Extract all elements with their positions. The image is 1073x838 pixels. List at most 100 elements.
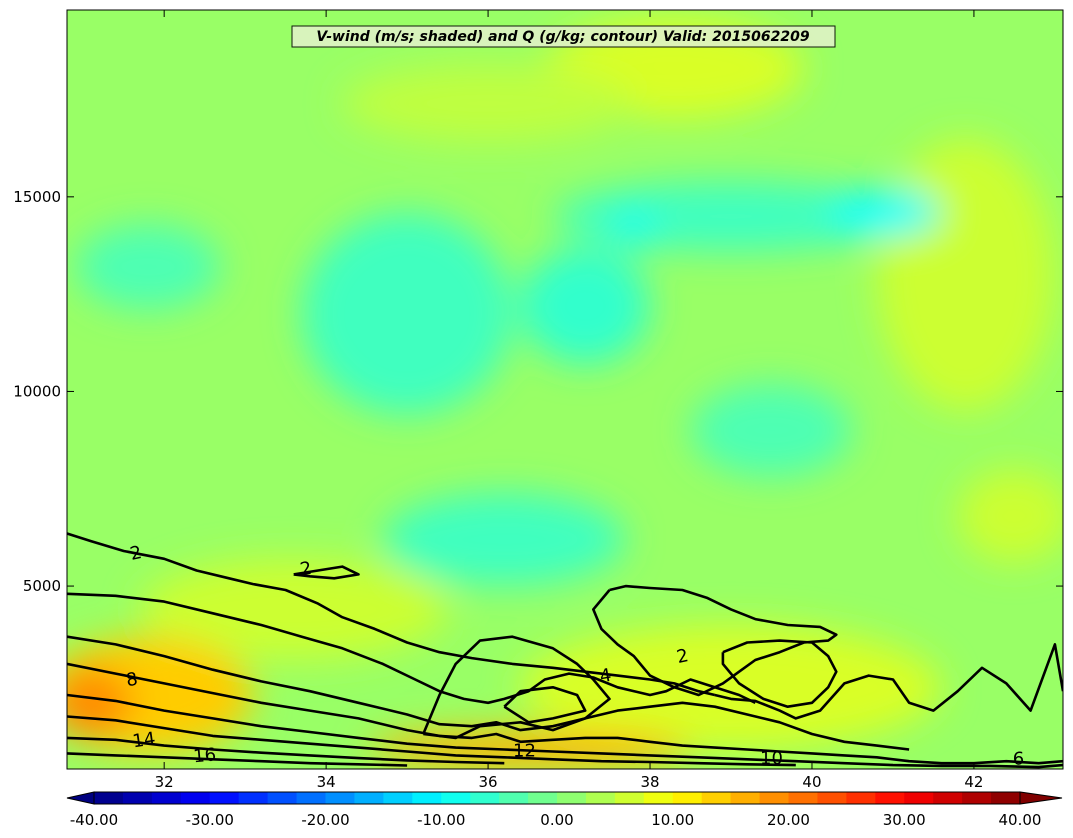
contour-label-6: 10 xyxy=(760,748,783,769)
contour-label-text: 6 xyxy=(1013,748,1024,769)
contour-label-8: 4 xyxy=(598,665,613,688)
shaded-region-13 xyxy=(520,624,942,750)
contour-q-2-13 xyxy=(721,639,838,709)
contour-label-4: 16 xyxy=(192,744,217,767)
contour-q-2-2 xyxy=(293,565,360,580)
plot-area: 2 2 8 14 16 12 10 2 4 6 xyxy=(66,9,1064,770)
colorbar-segment xyxy=(701,792,732,804)
contour-label-text: 10 xyxy=(760,748,783,769)
x-axis: 32 34 36 38 40 42 xyxy=(155,10,983,791)
colorbar-segment xyxy=(296,792,326,804)
colorbar-segment xyxy=(528,792,558,804)
shaded-region-11 xyxy=(957,469,1063,563)
chart-title: V-wind (m/s; shaded) and Q (g/kg; contou… xyxy=(291,25,836,48)
colorbar-segment xyxy=(730,792,761,804)
colorbar: -40.00 -30.00 -20.00 -10.00 0.00 10.00 20.00 30… xyxy=(66,791,1063,829)
shaded-region-10 xyxy=(342,64,634,143)
shaded-region-2 xyxy=(828,189,942,236)
colorbar-segment xyxy=(585,792,616,804)
colorbar-tick-label: -40.00 xyxy=(70,811,118,829)
colorbar-segment xyxy=(94,792,124,804)
x-tick-label: 38 xyxy=(640,773,659,791)
colorbar-segment xyxy=(557,792,587,804)
contour-label-9: 6 xyxy=(1013,748,1024,769)
y-tick-label: 10000 xyxy=(13,382,61,400)
colorbar-segment xyxy=(904,792,934,804)
colorbar-segment xyxy=(470,792,500,804)
colorbar-segment xyxy=(412,792,442,804)
colorbar-segment xyxy=(383,792,413,804)
colorbar-segment xyxy=(875,792,905,804)
contour-q-8-5 xyxy=(67,662,1063,765)
contour-lines xyxy=(67,532,1063,769)
shaded-region-6 xyxy=(382,492,626,587)
shaded-region-5 xyxy=(520,247,651,365)
colorbar-segment xyxy=(846,792,876,804)
colorbar-tick-label: 40.00 xyxy=(999,811,1042,829)
colorbar-tick-label: 0.00 xyxy=(540,811,573,829)
contour-label-text: 2 xyxy=(299,558,314,581)
colorbar-segment xyxy=(122,792,153,804)
shaded-region-4 xyxy=(301,212,513,415)
contour-label-text: 8 xyxy=(124,669,139,692)
colorbar-segment xyxy=(933,792,963,804)
contour-q-12-7 xyxy=(67,715,796,767)
y-tick-label: 15000 xyxy=(13,188,61,206)
x-tick-label: 42 xyxy=(964,773,983,791)
colorbar-segment xyxy=(267,792,298,804)
contour-label-3: 14 xyxy=(131,728,157,752)
colorbar-segment xyxy=(499,792,529,804)
colorbar-segment xyxy=(354,792,384,804)
contour-q-2-0 xyxy=(67,532,716,697)
colorbar-segment xyxy=(238,792,269,804)
contour-labels: 2 2 8 14 16 12 10 2 4 6 xyxy=(124,542,1024,769)
colorbar-tick-label: 10.00 xyxy=(651,811,694,829)
x-tick-label: 40 xyxy=(802,773,821,791)
contour-label-text: 2 xyxy=(675,645,691,668)
colorbar-tick-label: 20.00 xyxy=(767,811,810,829)
colorbar-segment xyxy=(441,792,471,804)
contour-q-6-4 xyxy=(67,635,910,751)
colorbar-segment xyxy=(991,792,1021,804)
shaded-region-3 xyxy=(609,208,659,248)
colorbar-extend-min xyxy=(66,791,95,805)
colorbar-segment xyxy=(788,792,818,804)
colorbar-segment xyxy=(151,792,182,804)
shaded-region-8 xyxy=(75,224,221,310)
shaded-region-7 xyxy=(690,383,853,478)
y-tick-label: 5000 xyxy=(23,577,61,595)
contour-q-14-8 xyxy=(67,736,505,765)
contour-label-text: 4 xyxy=(598,665,613,688)
contour-label-0: 2 xyxy=(128,542,144,565)
colorbar-segment xyxy=(962,792,992,804)
shaded-field xyxy=(67,17,1063,769)
colorbar-segment xyxy=(759,792,789,804)
contour-q-4-3 xyxy=(67,592,756,705)
colorbar-segment xyxy=(672,792,703,804)
contour-label-1: 2 xyxy=(299,558,314,581)
contour-label-text: 14 xyxy=(131,728,157,752)
colorbar-tick-label: -10.00 xyxy=(417,811,465,829)
colorbar-segment xyxy=(180,792,211,804)
contour-label-text: 16 xyxy=(192,744,217,767)
contour-q-2-11 xyxy=(422,635,611,740)
colorbar-segment xyxy=(209,792,240,804)
contour-label-5: 12 xyxy=(513,741,536,762)
colorbar-tick-label: 30.00 xyxy=(883,811,926,829)
colorbar-tick-label: -30.00 xyxy=(186,811,234,829)
chart-title-text: V-wind (m/s; shaded) and Q (g/kg; contou… xyxy=(316,29,809,45)
colorbar-extend-max xyxy=(1019,791,1063,805)
colorbar-segment xyxy=(614,792,645,804)
contour-q-2-12 xyxy=(503,685,587,724)
colorbar-segment xyxy=(643,792,674,804)
x-tick-label: 36 xyxy=(479,773,498,791)
contour-label-text: 12 xyxy=(513,741,536,762)
contour-q-10-6 xyxy=(67,693,1063,769)
colorbar-tick-label: -20.00 xyxy=(301,811,349,829)
contour-label-7: 2 xyxy=(675,645,691,668)
shaded-region-0 xyxy=(876,138,1055,411)
x-tick-label: 32 xyxy=(155,773,174,791)
shaded-region-12 xyxy=(139,558,448,661)
plot-frame xyxy=(66,9,1064,770)
